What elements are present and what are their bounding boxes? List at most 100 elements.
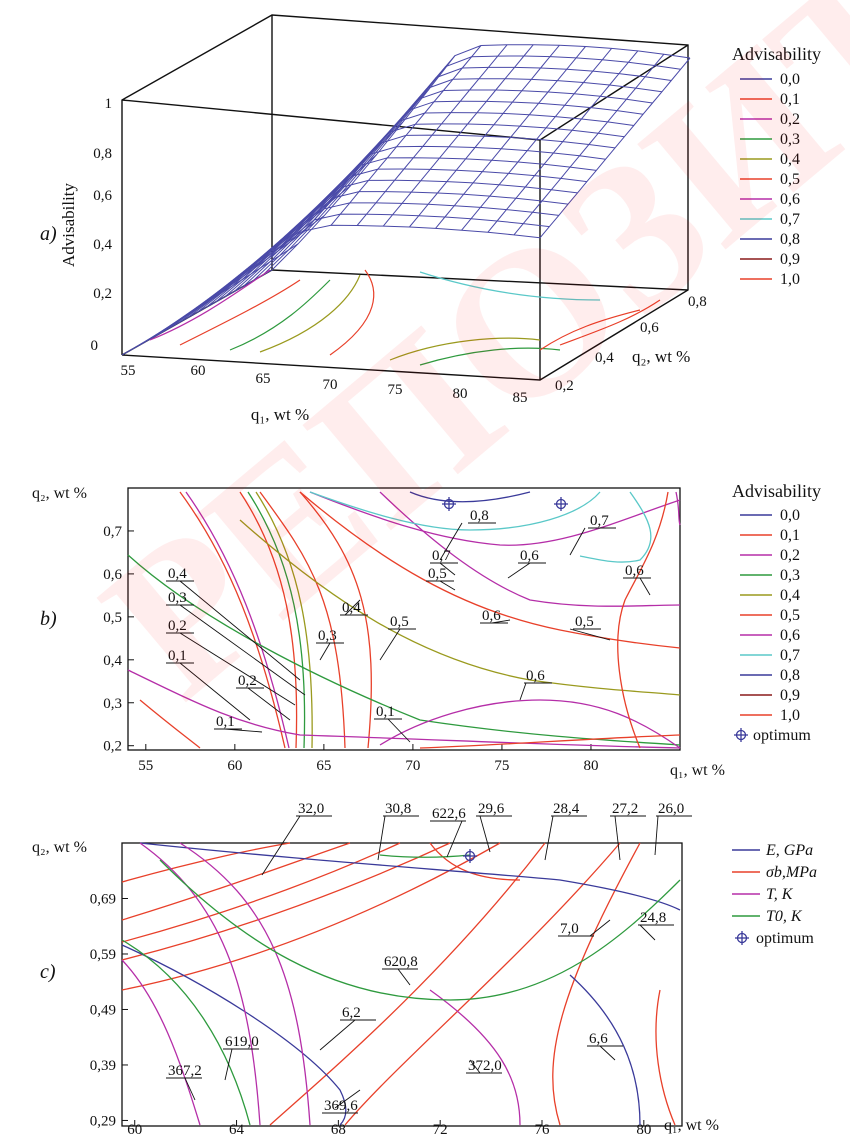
y-tick: 0,4 (595, 350, 614, 366)
contour-label: 0,1 (216, 714, 235, 730)
y-tick: 0,3 (103, 696, 122, 712)
contour-label: 26,0 (658, 801, 684, 817)
legend-label: T0, K (766, 908, 803, 925)
label-leader (387, 718, 411, 743)
contour-label: 367,2 (168, 1063, 202, 1079)
legend-label: σb,MPa (766, 864, 817, 881)
contour-label: 0,5 (428, 566, 447, 582)
legend-title: Advisability (732, 481, 821, 501)
label-leader (319, 1019, 356, 1051)
contour-label: 0,6 (625, 563, 644, 579)
legend-label: T, K (766, 886, 794, 903)
contour-label: 0,7 (590, 513, 609, 529)
legend-optimum-label: optimum (756, 930, 814, 947)
legend-label: 0,3 (780, 567, 800, 584)
contour-label: 369,6 (324, 1098, 358, 1114)
y-tick: 0,59 (90, 947, 116, 963)
legend-title: Advisability (732, 44, 821, 64)
z-axis-label: Advisability (59, 182, 78, 267)
legend-optimum-label: optimum (753, 727, 811, 744)
mesh-line (409, 44, 560, 228)
panel-c-label: c) (40, 961, 56, 983)
x-tick: 55 (121, 363, 136, 379)
x-tick: 55 (138, 758, 153, 774)
x-axis-label: q₁, wt % (664, 1117, 719, 1134)
label-leader (439, 580, 456, 591)
x-axis-label: q₁, wt % (251, 405, 309, 424)
contour-label: 0,6 (482, 608, 501, 624)
contour-label: 29,6 (478, 801, 505, 817)
legend-label: 0,2 (780, 547, 800, 564)
x-tick: 75 (388, 382, 403, 398)
optimum-marker (554, 497, 568, 511)
contour-label: 0,4 (342, 600, 361, 616)
mesh-line (243, 78, 662, 287)
x-tick: 64 (229, 1122, 245, 1135)
z-tick: 0,8 (93, 146, 112, 162)
label-leader (614, 815, 621, 861)
x-tick: 75 (494, 758, 509, 774)
contour-label: 28,4 (553, 801, 580, 817)
z-tick: 1 (105, 96, 113, 112)
y-axis-label: q₂, wt % (632, 347, 690, 366)
y-axis-label: q₂, wt % (32, 839, 87, 856)
contour-label: 0,6 (526, 668, 545, 684)
legend-a: Advisability 0,0 0,1 0,2 0,3 0,4 0,5 0,6 0,7 0,8… (732, 44, 821, 288)
legend-label: 0,5 (780, 171, 800, 188)
label-leader (569, 628, 611, 641)
x-tick: 70 (405, 758, 420, 774)
label-leader (377, 815, 386, 861)
label-leader (479, 815, 491, 853)
x-tick: 65 (316, 758, 331, 774)
y-axis: 0,2 0,4 0,6 0,8 q₂, wt % (555, 294, 707, 394)
contour-label: 0,1 (376, 704, 395, 720)
z-axis: 0 0,2 0,4 0,6 0,8 1 Advisability (59, 96, 113, 354)
mesh-line (196, 134, 616, 313)
mesh-line (262, 55, 681, 276)
legend-label: 0,1 (780, 91, 800, 108)
contour-lines-b (127, 491, 681, 749)
legend-label: 0,3 (780, 131, 800, 148)
axis-ticks-c: 60 64 68 72 76 80 0,29 0,39 0,49 0,59 0,69 (90, 891, 652, 1135)
contour-label: 0,8 (470, 508, 489, 524)
mesh-line (356, 44, 508, 226)
contour-label: 620,8 (384, 954, 418, 970)
legend-label: 0,4 (780, 587, 800, 604)
contour-label: 27,2 (612, 801, 638, 817)
z-tick: 0,2 (93, 286, 112, 302)
mesh-line (224, 100, 644, 297)
legend-label: 0,4 (780, 151, 800, 168)
label-leader (179, 580, 301, 681)
legend-label: E, GPa (765, 842, 813, 859)
y-tick: 0,69 (90, 891, 116, 907)
z-tick: 0,4 (93, 237, 112, 253)
contour-label: 619,0 (225, 1034, 259, 1050)
label-leader (224, 728, 263, 733)
label-leader (446, 820, 463, 858)
contour-labels-c: 32,0 30,8 622,6 29,6 28,4 27,2 26,0 7,0 24,8 620,… (166, 801, 692, 1114)
x-tick: 65 (256, 371, 271, 387)
legend-label: 0,2 (780, 111, 800, 128)
label-leader (319, 642, 331, 661)
panel-a: a) 0 0,2 0,4 0,6 0,8 1 Advisability 55 6… (40, 14, 821, 424)
contour-label: 6,2 (342, 1005, 361, 1021)
contour-label: 0,3 (168, 590, 187, 606)
x-tick: 60 (127, 1122, 142, 1135)
label-leader (179, 632, 296, 706)
contour-label: 7,0 (560, 921, 579, 937)
label-leader (261, 815, 301, 876)
contour-label: 6,6 (589, 1031, 608, 1047)
legend-label: 0,9 (780, 687, 800, 704)
legend-label: 1,0 (780, 271, 800, 288)
label-leader (654, 815, 659, 856)
contour-label: 30,8 (385, 801, 411, 817)
label-leader (247, 687, 291, 721)
mesh-line (435, 46, 586, 229)
x-tick: 60 (227, 758, 242, 774)
label-leader (599, 1045, 616, 1061)
x-tick: 70 (323, 377, 338, 393)
contour-label: 0,3 (318, 628, 337, 644)
y-tick: 0,2 (555, 378, 574, 394)
y-tick: 0,5 (103, 610, 122, 626)
y-tick: 0,6 (103, 567, 122, 583)
